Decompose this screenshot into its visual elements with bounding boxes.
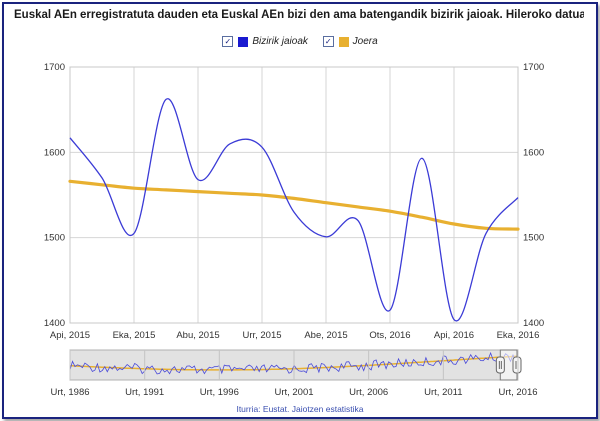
legend-swatch-joera: [338, 36, 349, 47]
navigator-tick-5: Urt, 2011: [424, 387, 462, 398]
source-note: Iturria: Eustat. Jaiotzen estatistika: [236, 404, 364, 414]
series-line-bizirik-jaioak: [69, 98, 519, 322]
x-tick-6: Api, 2016: [434, 330, 474, 341]
legend-checkbox-joera[interactable]: ✓: [322, 36, 334, 47]
y-tick-right-2: 1600: [523, 147, 544, 158]
legend-label-joera: Joera: [352, 36, 378, 47]
x-tick-7: Eka, 2016: [497, 330, 540, 341]
navigator-handle-right[interactable]: [512, 356, 522, 374]
chart-lines: [68, 98, 520, 322]
legend-checkbox-bizirik-jaioak[interactable]: ✓: [222, 36, 234, 47]
x-tick-3: Urr, 2015: [242, 330, 281, 341]
x-tick-2: Abu, 2015: [176, 330, 219, 341]
navigator-tick-6: Urt, 2016: [498, 387, 537, 398]
y-tick-right-3: 1700: [523, 62, 544, 73]
x-tick-4: Abe, 2015: [304, 330, 347, 341]
x-tick-0: Api, 2015: [50, 330, 90, 341]
legend-item-bizirik-jaioak[interactable]: ✓ Bizirik jaioak: [222, 36, 308, 47]
chart-grid: [69, 66, 519, 324]
navigator-tick-4: Urt, 2006: [349, 387, 388, 398]
y-tick-right-1: 1500: [523, 233, 544, 244]
legend-item-joera[interactable]: ✓ Joera: [322, 36, 378, 47]
x-axis-ticks: Api, 2015 Eka, 2015 Abu, 2015 Urr, 2015 Abe,…: [50, 330, 539, 341]
chart-title: Euskal AEn erregistratuta dauden eta Eus…: [14, 9, 584, 21]
x-tick-1: Eka, 2015: [113, 330, 156, 341]
x-tick-5: Ots, 2016: [369, 330, 410, 341]
y-axis-ticks: 1400 1400 1500 1500 1600 1600 1700 1700: [44, 62, 544, 329]
series-line-joera: [68, 179, 520, 231]
y-tick-left-3: 1700: [44, 62, 65, 73]
legend-label-bizirik-jaioak: Bizirik jaioak: [252, 36, 308, 47]
legend: ✓ Bizirik jaioak ✓ Joera: [0, 36, 600, 47]
navigator-ticks: Urt, 1986 Urt, 1991 Urt, 1996 Urt, 2001 Urt,…: [50, 350, 538, 398]
navigator-tick-1: Urt, 1991: [125, 387, 164, 398]
y-tick-left-2: 1600: [44, 147, 65, 158]
y-tick-left-1: 1500: [44, 233, 65, 244]
y-tick-left-0: 1400: [44, 318, 65, 329]
plot-area: [69, 66, 519, 324]
navigator-handle-left[interactable]: [495, 356, 505, 374]
navigator[interactable]: Urt, 1986 Urt, 1991 Urt, 1996 Urt, 2001 Urt,…: [50, 349, 538, 398]
legend-swatch-bizirik-jaioak: [238, 36, 249, 47]
navigator-tick-3: Urt, 2001: [274, 387, 313, 398]
navigator-tick-2: Urt, 1996: [200, 387, 239, 398]
navigator-tick-0: Urt, 1986: [50, 387, 89, 398]
y-tick-right-0: 1400: [523, 318, 544, 329]
navigator-handles[interactable]: [495, 356, 522, 374]
